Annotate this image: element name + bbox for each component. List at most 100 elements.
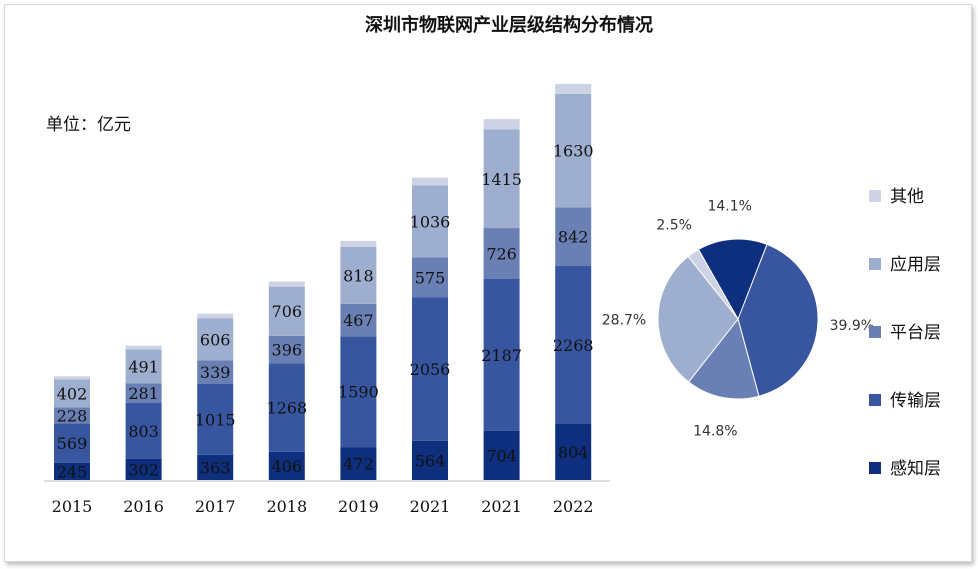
bar-segment xyxy=(555,423,592,480)
pie-label: 14.1% xyxy=(707,198,751,214)
data-label: 803 xyxy=(128,422,159,441)
data-label: 281 xyxy=(128,384,159,403)
bar-segment xyxy=(412,177,448,186)
bar-segment xyxy=(54,462,90,480)
data-label: 406 xyxy=(272,457,303,476)
data-label: 2056 xyxy=(410,360,451,379)
legend-swatch xyxy=(869,258,881,270)
x-tick-label: 2021 xyxy=(481,497,522,516)
bar-chart: 245 569 228 402 302 803 281 491 363 1015 339 606 406… xyxy=(54,83,594,481)
x-tick-label: 2021 xyxy=(410,497,451,516)
data-label: 1036 xyxy=(410,212,451,231)
legend-swatch xyxy=(869,462,881,474)
bar-segment xyxy=(412,440,448,480)
data-label: 606 xyxy=(200,330,231,349)
pie-label: 39.9% xyxy=(830,318,874,334)
data-label: 706 xyxy=(272,302,303,321)
bar-segment xyxy=(125,349,162,384)
bar-segment xyxy=(197,360,234,385)
legend-label: 感知层 xyxy=(890,459,941,479)
bar-segment xyxy=(268,335,305,364)
x-tick-label: 2017 xyxy=(195,497,236,516)
data-label: 1630 xyxy=(553,142,594,161)
data-label: 339 xyxy=(200,363,231,382)
bar-segment xyxy=(125,403,162,459)
unit-label: 单位：亿元 xyxy=(46,115,131,135)
bar-segment xyxy=(197,318,234,361)
bar-segment xyxy=(340,246,377,304)
bar-segment xyxy=(483,129,520,229)
x-axis-ticks: 2015 2016 2017 2018 2019 2021 2021 2022 xyxy=(52,497,594,516)
data-label: 818 xyxy=(343,266,374,285)
bar-segment xyxy=(555,207,592,267)
data-label: 575 xyxy=(415,268,446,287)
data-label: 1268 xyxy=(266,399,307,418)
x-tick-label: 2019 xyxy=(338,497,379,516)
bar-segment xyxy=(412,297,448,441)
data-label: 302 xyxy=(128,460,159,479)
bar-segment xyxy=(483,228,520,279)
data-label: 2268 xyxy=(553,336,594,355)
x-tick-label: 2022 xyxy=(553,497,594,516)
pie-chart: 39.9% 14.8% 28.7% 2.5% 14.1% xyxy=(602,198,874,439)
bar-segment xyxy=(483,430,520,480)
data-label: 842 xyxy=(558,228,589,247)
x-tick-label: 2016 xyxy=(123,497,164,516)
pie-label: 14.8% xyxy=(693,424,737,440)
data-label: 1415 xyxy=(481,170,522,189)
bar-segment xyxy=(483,278,520,431)
data-label: 2187 xyxy=(481,346,522,365)
bar-segment xyxy=(197,313,234,319)
bar-segment xyxy=(340,303,377,337)
bar-segment xyxy=(197,454,234,480)
bar-segment xyxy=(412,185,448,258)
bar-segment xyxy=(197,384,234,455)
chart-title: 深圳市物联网产业层级结构分布情况 xyxy=(365,14,653,36)
data-label: 704 xyxy=(486,446,517,465)
pie-label: 2.5% xyxy=(656,218,692,234)
pie-slice xyxy=(657,255,739,383)
bar-segment xyxy=(125,458,162,480)
x-tick-label: 2018 xyxy=(266,497,307,516)
data-label: 1015 xyxy=(195,410,236,429)
data-label: 804 xyxy=(558,443,589,462)
data-label: 491 xyxy=(128,357,159,376)
data-label: 564 xyxy=(415,451,446,470)
legend-label: 应用层 xyxy=(890,255,941,275)
bar-segment xyxy=(268,281,305,287)
bar-segment xyxy=(340,447,377,480)
legend-label: 平台层 xyxy=(890,323,941,343)
bar-segment xyxy=(268,363,305,452)
legend-label: 传输层 xyxy=(890,391,941,411)
pie-slice xyxy=(697,238,768,321)
bar-segment xyxy=(54,376,90,380)
legend-label: 其他 xyxy=(890,187,924,207)
legend-swatch xyxy=(869,394,881,406)
bar-segment xyxy=(54,379,90,408)
bar-segment xyxy=(340,336,377,448)
data-label: 569 xyxy=(57,434,88,453)
data-label: 228 xyxy=(57,406,88,425)
pie-slice xyxy=(737,243,819,397)
bar-segment xyxy=(268,451,305,480)
bar-segment xyxy=(412,257,448,298)
x-tick-label: 2015 xyxy=(52,497,93,516)
pie-label: 28.7% xyxy=(602,312,646,328)
bar-segment xyxy=(483,119,520,130)
bar-segment xyxy=(268,286,305,336)
bar-segment xyxy=(54,423,90,463)
bar-segment xyxy=(125,383,162,404)
data-label: 467 xyxy=(343,311,374,330)
pie-slice xyxy=(687,317,760,400)
data-label: 363 xyxy=(200,458,231,477)
data-label: 402 xyxy=(57,384,88,403)
bar-segment xyxy=(555,83,592,94)
legend-swatch xyxy=(869,326,881,338)
data-label: 726 xyxy=(486,244,517,263)
bar-segment xyxy=(555,266,592,424)
bar-segment xyxy=(555,93,592,208)
data-label: 472 xyxy=(343,455,374,474)
bar-segment xyxy=(340,240,377,247)
